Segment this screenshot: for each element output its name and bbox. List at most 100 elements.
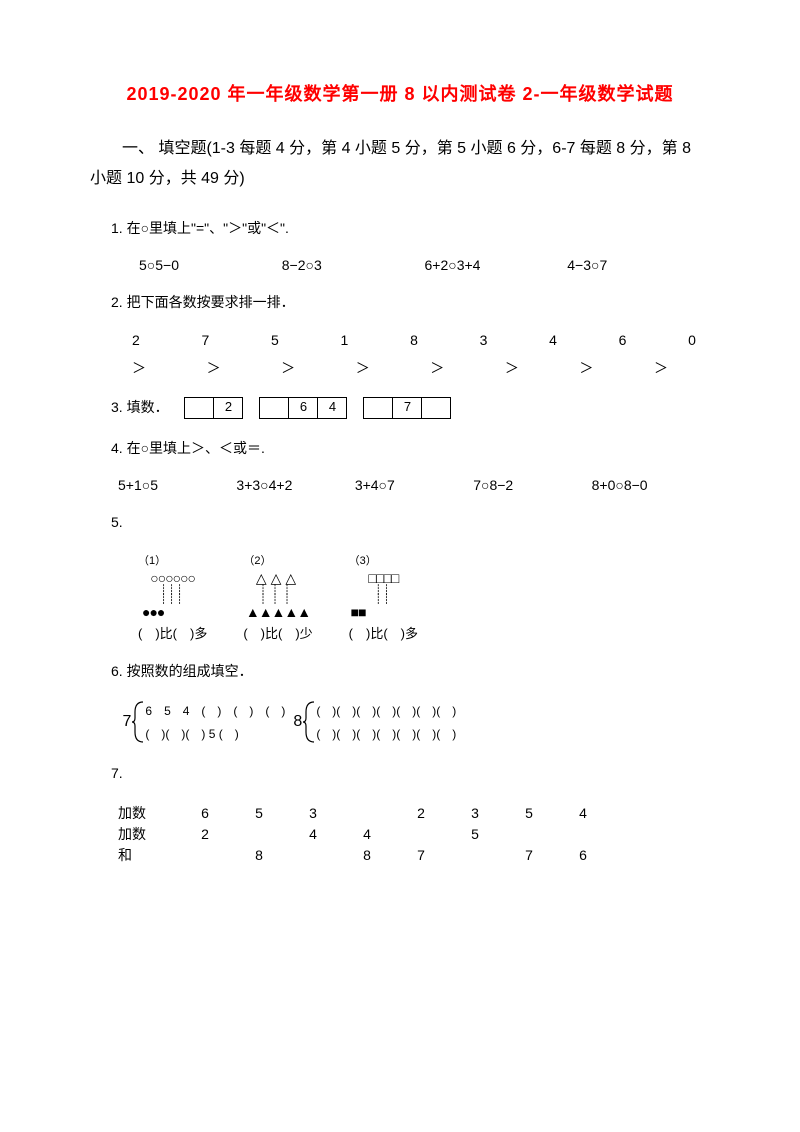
q2-num: 4 xyxy=(549,332,557,348)
q7-cell xyxy=(232,824,286,845)
q2-num: 6 xyxy=(619,332,627,348)
eight-group: 8 ( )( )( )( )( )( )( ) ( )( )( )( )( )(… xyxy=(293,700,456,744)
bracket-icon xyxy=(131,700,145,744)
eight-top: ( )( )( )( )( )( )( ) xyxy=(316,702,456,719)
eight-bot: ( )( )( )( )( )( )( ) xyxy=(316,725,456,742)
q5-block-2: （2） △△△ ┊┊┊┊┊┊ ▲▲▲▲▲ ( )比( )少 xyxy=(243,552,312,642)
q7-cell xyxy=(178,845,232,866)
box-group: 2 xyxy=(184,397,243,419)
q2-num: 1 xyxy=(341,332,349,348)
q7-cell: 2 xyxy=(178,824,232,845)
compare-text: ( )比( )少 xyxy=(243,623,312,642)
q7-cell: 5 xyxy=(232,803,286,824)
q1-items: 5○5−0 8−2○3 6+2○3+4 4−3○7 xyxy=(139,257,710,273)
q5-text: 5. xyxy=(111,511,710,533)
shapes-top: △△△ xyxy=(243,570,312,586)
q5-label: （3） xyxy=(349,552,418,568)
shapes-bottom: ▲▲▲▲▲ xyxy=(243,604,312,620)
q6-container: 7 6 5 4 ( ) ( ) ( ) ( )( )( ) 5 ( ) 8 ( … xyxy=(123,700,711,744)
q2-numbers: 2 7 5 1 8 3 4 6 0 xyxy=(132,332,696,348)
q7-cell: 5 xyxy=(502,803,556,824)
q4-item: 3+4○7 xyxy=(355,477,473,493)
q7-label: 和 xyxy=(118,845,178,866)
box: 7 xyxy=(392,397,422,419)
shapes-top: ○○○○○○ xyxy=(138,570,207,586)
q1-item: 5○5−0 xyxy=(139,257,282,273)
q7-row: 和 8 8 7 7 6 xyxy=(118,845,710,866)
q7-text: 7. xyxy=(111,762,710,784)
section-1-header: 一、 填空题(1-3 每题 4 分，第 4 小题 5 分，第 5 小题 6 分，… xyxy=(90,134,710,195)
box xyxy=(363,397,393,419)
q7-cell: 3 xyxy=(448,803,502,824)
q2-sym: ＞ xyxy=(132,358,146,378)
q7-cell: 4 xyxy=(286,824,340,845)
q7-cell xyxy=(394,824,448,845)
shapes-bottom: ■■ xyxy=(349,604,418,620)
q4-items: 5+1○5 3+3○4+2 3+4○7 7○8−2 8+0○8−0 xyxy=(118,477,710,493)
q7-cell: 6 xyxy=(556,845,610,866)
num-7: 7 xyxy=(123,713,132,731)
q7-cell: 6 xyxy=(178,803,232,824)
q7-cell xyxy=(502,824,556,845)
q7-cell xyxy=(340,803,394,824)
q4-item: 7○8−2 xyxy=(473,477,591,493)
q7-cell: 7 xyxy=(394,845,448,866)
q2-sym: ＞ xyxy=(356,358,370,378)
q7-cell xyxy=(556,824,610,845)
box xyxy=(421,397,451,419)
num-8: 8 xyxy=(293,713,302,731)
seven-top: 6 5 4 ( ) ( ) ( ) xyxy=(145,702,285,719)
q1-item: 6+2○3+4 xyxy=(425,257,568,273)
q7-cell: 4 xyxy=(340,824,394,845)
q2-text: 2. 把下面各数按要求排一排． xyxy=(111,291,710,313)
q7-cell: 2 xyxy=(394,803,448,824)
q2-num: 0 xyxy=(688,332,696,348)
q2-sym: ＞ xyxy=(430,358,444,378)
q2-sym: ＞ xyxy=(579,358,593,378)
q7-cell: 4 xyxy=(556,803,610,824)
q4-item: 5+1○5 xyxy=(118,477,236,493)
q7-cell: 8 xyxy=(340,845,394,866)
box: 4 xyxy=(317,397,347,419)
box xyxy=(184,397,214,419)
q7-table: 加数 6 5 3 2 3 5 4 加数 2 4 4 5 和 8 8 7 7 6 xyxy=(118,803,710,866)
q1-item: 8−2○3 xyxy=(282,257,425,273)
q5-container: （1） ○○○○○○ ┊┊┊┊┊┊ ●●● ( )比( )多 （2） △△△ ┊… xyxy=(138,552,710,642)
q5-label: （1） xyxy=(138,552,207,568)
q1-item: 4−3○7 xyxy=(567,257,710,273)
eight-content: ( )( )( )( )( )( )( ) ( )( )( )( )( )( )… xyxy=(316,702,456,742)
q5-label: （2） xyxy=(243,552,312,568)
box-group: 7 xyxy=(363,397,451,419)
document-title: 2019-2020 年一年级数学第一册 8 以内测试卷 2-一年级数学试题 xyxy=(90,80,710,106)
q4-item: 3+3○4+2 xyxy=(236,477,354,493)
seven-bot: ( )( )( ) 5 ( ) xyxy=(145,725,285,742)
box-group: 6 4 xyxy=(259,397,347,419)
bracket-icon xyxy=(302,700,316,744)
seven-content: 6 5 4 ( ) ( ) ( ) ( )( )( ) 5 ( ) xyxy=(145,702,285,742)
q7-cell: 8 xyxy=(232,845,286,866)
seven-group: 7 6 5 4 ( ) ( ) ( ) ( )( )( ) 5 ( ) xyxy=(123,700,286,744)
q2-num: 2 xyxy=(132,332,140,348)
q2-sym: ＞ xyxy=(654,358,668,378)
q2-num: 3 xyxy=(480,332,488,348)
box: 6 xyxy=(288,397,318,419)
q5-block-1: （1） ○○○○○○ ┊┊┊┊┊┊ ●●● ( )比( )多 xyxy=(138,552,207,642)
q7-label: 加数 xyxy=(118,803,178,824)
shapes-bottom: ●●● xyxy=(138,604,207,620)
compare-text: ( )比( )多 xyxy=(138,623,207,642)
dotted-lines: ┊┊┊┊ xyxy=(349,586,418,604)
q7-cell: 7 xyxy=(502,845,556,866)
q7-row: 加数 2 4 4 5 xyxy=(118,824,710,845)
compare-text: ( )比( )多 xyxy=(349,623,418,642)
q3: 3. 填数． 2 6 4 7 xyxy=(111,396,710,419)
q2-num: 8 xyxy=(410,332,418,348)
q1-text: 1. 在○里填上"="、"＞"或"＜". xyxy=(111,217,710,239)
dotted-lines: ┊┊┊┊┊┊ xyxy=(243,586,312,604)
q6-text: 6. 按照数的组成填空． xyxy=(111,660,710,682)
q2-num: 7 xyxy=(202,332,210,348)
q2-num: 5 xyxy=(271,332,279,348)
box xyxy=(259,397,289,419)
q2-symbols: ＞ ＞ ＞ ＞ ＞ ＞ ＞ ＞ xyxy=(132,358,668,378)
q7-cell: 3 xyxy=(286,803,340,824)
q4-item: 8+0○8−0 xyxy=(592,477,710,493)
